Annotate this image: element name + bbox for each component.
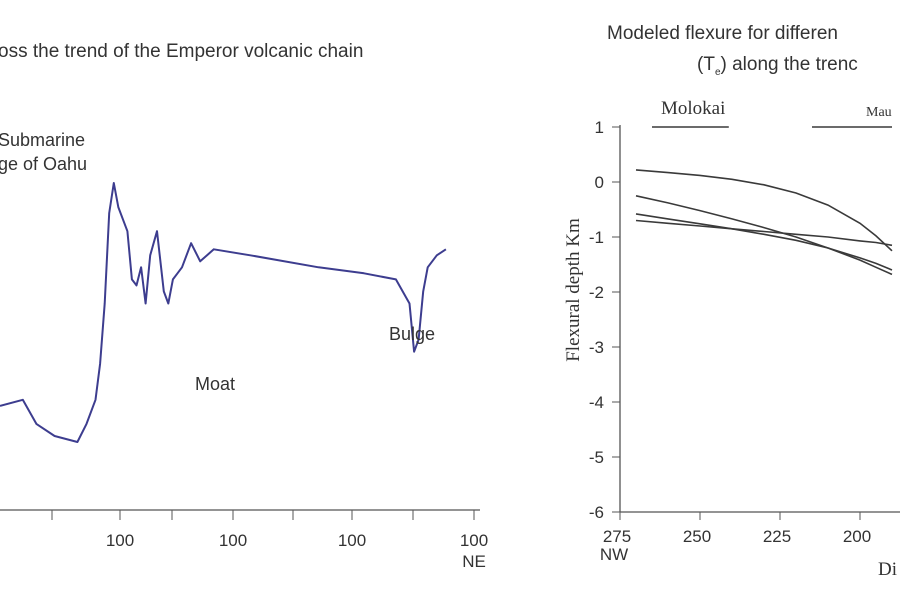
flexure-curves [635, 169, 893, 276]
flexure-curve-3 [635, 213, 893, 271]
left-panel: oss the trend of the Emperor volcanic ch… [0, 41, 488, 571]
left-x-ticks [51, 510, 475, 520]
title-te-suffix: ) along the trenc [721, 54, 858, 75]
y-tick-label-1: 1 [595, 118, 604, 137]
x-tick-label-250: 250 [683, 527, 711, 546]
y-tick-label--3: -3 [589, 338, 604, 357]
island-label-2: Mau [866, 105, 892, 120]
right-title-line2: (Te) along the trenc [697, 54, 858, 78]
right-x-ticks: 275 250 225 200 [603, 512, 871, 546]
title-te-prefix: (T [697, 54, 715, 75]
island-label-1: Molokai [661, 98, 725, 119]
island-markers: Molokai Mau [652, 98, 892, 128]
right-y-axis-label: Flexural depth Km [563, 218, 584, 362]
left-x-tick-label-4: 100 [460, 531, 488, 550]
right-title-line1: Modeled flexure for differen [607, 23, 838, 44]
y-tick-label--1: -1 [589, 228, 604, 247]
y-tick-label-0: 0 [595, 173, 604, 192]
right-x-axis-label: Di [878, 559, 897, 580]
moat-label: Moat [195, 374, 235, 394]
x-tick-label-200: 200 [843, 527, 871, 546]
flexure-curve-1 [635, 169, 893, 252]
left-x-direction-label: NE [462, 552, 486, 571]
left-x-tick-label-1: 100 [106, 531, 134, 550]
y-tick-label--2: -2 [589, 283, 604, 302]
y-tick-label--5: -5 [589, 448, 604, 467]
oahu-label-line1: Submarine [0, 130, 85, 150]
bathymetry-profile-line [0, 182, 447, 443]
x-tick-label-225: 225 [763, 527, 791, 546]
left-x-tick-label-3: 100 [338, 531, 366, 550]
x-tick-label-275: 275 [603, 527, 631, 546]
right-x-direction-label: NW [600, 545, 628, 564]
title-te-subscript: e [715, 67, 721, 78]
left-x-tick-label-2: 100 [219, 531, 247, 550]
left-title: oss the trend of the Emperor volcanic ch… [0, 41, 363, 62]
bulge-label: Bulge [389, 324, 435, 344]
oahu-label-line2: ge of Oahu [0, 154, 87, 174]
right-panel: Modeled flexure for differen (Te) along … [563, 23, 900, 580]
y-tick-label--6: -6 [589, 503, 604, 522]
y-tick-label--4: -4 [589, 393, 604, 412]
right-y-ticks: 1 0 -1 -2 -3 -4 -5 -6 [589, 118, 620, 522]
flexure-curve-4 [635, 219, 893, 247]
